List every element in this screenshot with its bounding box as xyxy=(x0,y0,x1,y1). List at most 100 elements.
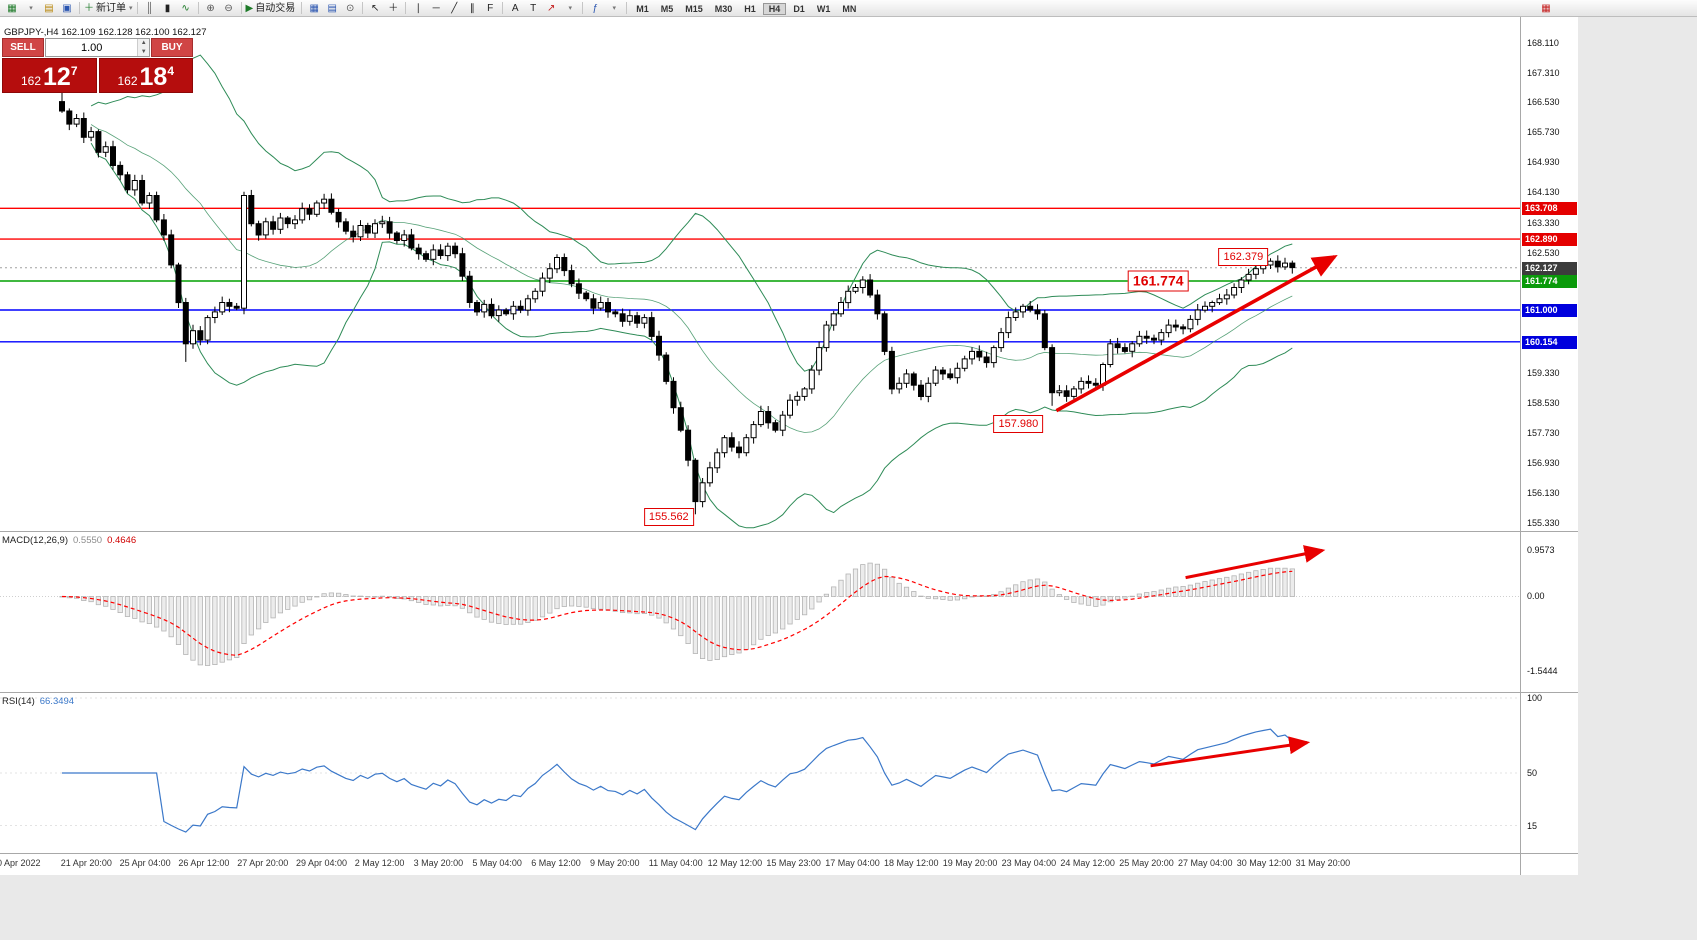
time-axis-label: 3 May 20:00 xyxy=(413,858,464,868)
channel-tool-button[interactable]: ∥ xyxy=(469,2,475,14)
time-axis-label: 19 May 20:00 xyxy=(942,858,998,868)
sell-button[interactable]: SELL xyxy=(2,38,44,57)
line-chart-button[interactable]: ∿ xyxy=(181,2,190,14)
new-chart-button[interactable]: ▦ xyxy=(7,2,17,14)
time-axis-label: 29 Apr 04:00 xyxy=(296,858,348,868)
price-annotation[interactable]: 162.379 xyxy=(1218,247,1269,266)
layouts-button[interactable]: ▣ xyxy=(62,2,72,14)
time-scale[interactable]: 20 Apr 2022 21 Apr 20:00 25 Apr 04:00 26 Ap… xyxy=(0,855,1520,873)
time-axis-label: 25 Apr 04:00 xyxy=(119,858,171,868)
timeframe-button-h1[interactable]: H1 xyxy=(744,4,756,14)
cascade-windows-button[interactable]: ▤ xyxy=(327,2,337,14)
chart-area[interactable] xyxy=(0,17,1578,875)
timeframe-button-w1[interactable]: W1 xyxy=(816,4,831,14)
scale-tick: 50 xyxy=(1527,768,1538,778)
time-axis-label: 24 May 12:00 xyxy=(1060,858,1115,868)
chevron-down-icon[interactable]: ▾ xyxy=(612,4,616,12)
zoom-out-button[interactable]: ⊖ xyxy=(224,2,233,14)
profile-button[interactable]: ▤ xyxy=(44,2,54,14)
chevron-down-icon[interactable]: ▾ xyxy=(29,4,33,12)
volume-increment-button[interactable]: ▲ xyxy=(138,39,149,48)
tile-windows-button[interactable]: ▦ xyxy=(309,2,319,14)
scale-tick: 156.130 xyxy=(1527,487,1560,498)
toolbar: ▦ ▾ ▤ ▣ ＋ 新订单 ▾ ║ ▮ ∿ ⊕ ⊖ ▶ 自动交易 ▦ ▤ ⊙ ↖… xyxy=(0,0,1697,17)
price-scale[interactable]: 168.110 167.310 166.530 165.730 164.930 164.1… xyxy=(1521,17,1578,875)
price-tag: 162.890 xyxy=(1522,233,1577,247)
chevron-down-icon[interactable]: ▾ xyxy=(568,4,572,12)
timeframe-button-mn[interactable]: MN xyxy=(842,4,857,14)
price-annotation[interactable]: 157.980 xyxy=(993,414,1044,433)
time-axis-label: 27 Apr 20:00 xyxy=(237,858,289,868)
scale-tick: 168.110 xyxy=(1527,37,1559,48)
buy-price-sup: 4 xyxy=(167,64,175,78)
chart-ohlc-title: GBPJPY-,H4 162.109 162.128 162.100 162.1… xyxy=(4,27,207,38)
volume-input[interactable] xyxy=(46,39,138,56)
fibonacci-tool-button[interactable]: F xyxy=(487,2,494,14)
rsi-line xyxy=(62,728,1293,833)
panel-separator xyxy=(0,853,1578,854)
vertical-line-tool-button[interactable]: ∣ xyxy=(415,2,421,14)
timeframe-button-m1[interactable]: M1 xyxy=(636,4,649,14)
scale-tick: 165.730 xyxy=(1527,127,1560,138)
macd-panel[interactable] xyxy=(0,532,1520,692)
trend-arrow xyxy=(1185,545,1326,580)
time-axis-label: 20 Apr 2022 xyxy=(0,858,41,868)
scale-tick: 155.330 xyxy=(1527,518,1560,528)
toolbar-separator xyxy=(301,2,303,14)
indicators-button[interactable]: ƒ xyxy=(592,2,598,14)
text-tool-button[interactable]: A xyxy=(511,2,519,14)
toolbar-separator xyxy=(405,2,407,14)
chevron-down-icon: ▾ xyxy=(129,4,133,12)
macd-indicator-label: MACD(12,26,9) 0.5550 0.4646 xyxy=(2,535,136,546)
rsi-name: RSI(14) xyxy=(2,696,35,707)
timeframe-button-h4[interactable]: H4 xyxy=(762,3,787,15)
time-axis-label: 26 Apr 12:00 xyxy=(178,858,230,868)
price-tag: 162.127 xyxy=(1522,261,1577,275)
clock-button[interactable]: ⊙ xyxy=(346,2,355,14)
arrows-tool-button[interactable]: ↗ xyxy=(547,2,556,14)
scale-tick: 0.00 xyxy=(1527,591,1545,602)
crosshair-tool-button[interactable]: ＋ xyxy=(388,2,399,14)
price-chart-plot[interactable] xyxy=(0,17,1520,531)
bollinger-bands xyxy=(90,54,1293,529)
time-axis-label: 6 May 12:00 xyxy=(531,858,581,868)
price-annotation[interactable]: 155.562 xyxy=(643,507,694,526)
volume-stepper: ▲ ▼ xyxy=(137,39,149,56)
zoom-in-button[interactable]: ⊕ xyxy=(206,2,215,14)
trendline-tool-button[interactable]: ╱ xyxy=(451,2,458,14)
panel-separator[interactable] xyxy=(0,692,1578,693)
cursor-tool-button[interactable]: ↖ xyxy=(371,2,380,14)
autotrading-button[interactable]: ▶ 自动交易 xyxy=(245,1,299,16)
bar-chart-button[interactable]: ║ xyxy=(145,2,154,14)
panel-toggle-icon[interactable]: ▦ xyxy=(1541,3,1551,14)
horizontal-line-tool-button[interactable]: ─ xyxy=(432,2,440,14)
buy-button[interactable]: BUY xyxy=(151,38,193,57)
scale-tick: 157.730 xyxy=(1527,427,1560,438)
time-axis-label: 9 May 20:00 xyxy=(590,858,640,868)
scale-tick: 15 xyxy=(1527,820,1538,831)
rsi-indicator-label: RSI(14) 66.3494 xyxy=(2,696,74,707)
price-tag: 161.774 xyxy=(1522,274,1577,288)
volume-decrement-button[interactable]: ▼ xyxy=(138,47,149,56)
timeframe-button-m5[interactable]: M5 xyxy=(660,4,674,14)
rsi-value: 66.3494 xyxy=(39,696,75,707)
timeframe-button-m30[interactable]: M30 xyxy=(714,4,733,14)
time-axis-label: 5 May 04:00 xyxy=(472,858,522,868)
toolbar-separator xyxy=(136,2,138,14)
scale-tick: 100 xyxy=(1527,693,1543,703)
new-order-button[interactable]: ＋ 新订单 ▾ xyxy=(83,1,134,16)
panel-separator[interactable] xyxy=(0,531,1578,532)
time-axis-label: 21 Apr 20:00 xyxy=(60,858,112,868)
label-tool-button[interactable]: T xyxy=(530,2,537,14)
candlestick-chart-button[interactable]: ▮ xyxy=(164,2,171,14)
toolbar-separator xyxy=(502,2,504,14)
timeframe-button-d1[interactable]: D1 xyxy=(793,4,805,14)
buy-price-display[interactable]: 162 18 4 xyxy=(98,58,193,93)
timeframe-button-m15[interactable]: M15 xyxy=(685,4,703,14)
scale-tick: 0.9573 xyxy=(1527,545,1555,556)
rsi-panel[interactable] xyxy=(0,693,1520,853)
price-annotation[interactable]: 161.774 xyxy=(1127,270,1189,292)
toolbar-separator xyxy=(240,2,242,14)
time-axis-label: 30 May 12:00 xyxy=(1236,858,1292,868)
sell-price-display[interactable]: 162 12 7 xyxy=(2,58,97,93)
